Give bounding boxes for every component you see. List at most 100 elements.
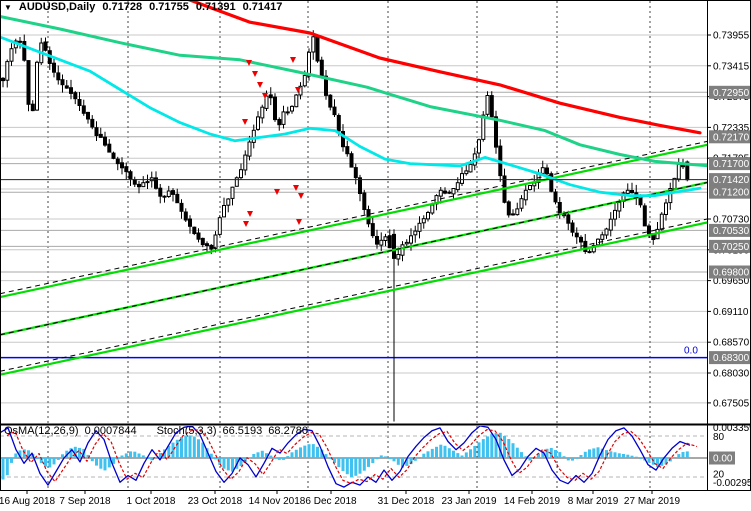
osma-bar xyxy=(605,450,608,458)
candle-body xyxy=(30,103,35,112)
osma-bar xyxy=(175,439,179,458)
osma-bar xyxy=(90,458,94,462)
osma-bar xyxy=(265,453,268,458)
candle-body xyxy=(574,232,579,238)
osma-bar xyxy=(405,458,409,466)
candle-body xyxy=(523,189,528,201)
candle-body xyxy=(379,239,384,246)
candle-body xyxy=(647,225,651,235)
osma-bar xyxy=(473,445,477,458)
osma-bar xyxy=(520,452,523,458)
osma-bar xyxy=(362,458,366,471)
osma-bar xyxy=(205,448,209,458)
candle-body xyxy=(120,162,124,169)
candle-body xyxy=(528,185,532,190)
osma-bar xyxy=(435,446,438,458)
candle-body xyxy=(604,228,609,236)
osma-bar xyxy=(337,458,341,468)
candle-body xyxy=(124,166,129,173)
osma-bar xyxy=(137,453,141,458)
osma-bar xyxy=(571,458,574,461)
osma-bar xyxy=(426,451,430,458)
osma-bar xyxy=(418,457,421,458)
pane-borders xyxy=(0,0,751,491)
osma-bar xyxy=(44,458,47,467)
osma-bar xyxy=(430,448,434,458)
candle-body xyxy=(94,127,99,136)
candle-body xyxy=(251,129,256,143)
osma-bar xyxy=(554,450,557,458)
osma-bar xyxy=(477,442,481,458)
osma-bar xyxy=(256,452,260,458)
candle-body xyxy=(668,188,673,204)
price-tick-label: 0.68570 xyxy=(713,338,750,349)
osma-bar xyxy=(311,444,315,458)
candle-body xyxy=(81,105,86,114)
candle-body xyxy=(196,232,201,240)
osma-zero-tag xyxy=(709,451,735,465)
candle-body xyxy=(90,118,95,128)
candle-body xyxy=(600,234,605,240)
candle-body xyxy=(447,191,452,194)
candle-body xyxy=(73,92,78,100)
candle-body xyxy=(566,214,571,224)
osma-bar xyxy=(222,458,226,469)
sell-arrow-icon xyxy=(243,221,249,227)
channel-upper-dashed xyxy=(0,140,707,295)
osma-bar xyxy=(324,454,328,458)
candle-body xyxy=(52,62,56,73)
candle-body xyxy=(115,158,120,165)
candle-body xyxy=(579,236,583,243)
osma-bar xyxy=(171,442,175,458)
price-level-tag xyxy=(709,173,751,187)
osma-bar xyxy=(328,458,332,459)
candle-body xyxy=(481,114,486,140)
stoch-main-value: 66.5193 xyxy=(222,425,263,437)
osma-bar xyxy=(456,453,460,458)
sell-arrow-icon xyxy=(290,57,296,63)
candle-body xyxy=(387,235,392,249)
osma-bar xyxy=(413,458,417,461)
osma-bar xyxy=(269,455,273,458)
osma-bar xyxy=(27,450,30,458)
candle-body xyxy=(370,223,375,237)
osma-bar xyxy=(214,458,217,460)
dropdown-arrow-icon[interactable]: ▼ xyxy=(4,2,12,12)
osma-bar xyxy=(303,445,307,458)
candle-body xyxy=(200,237,205,246)
osma-bar xyxy=(498,432,502,458)
signal-arrows xyxy=(242,57,304,227)
osma-bar xyxy=(575,457,579,459)
osma-bar xyxy=(664,458,668,465)
osma-bar xyxy=(141,455,145,458)
osma-bar xyxy=(490,433,494,458)
sell-arrow-icon xyxy=(257,82,263,88)
osma-bar xyxy=(150,458,154,461)
candle-body xyxy=(362,192,367,210)
osma-bar xyxy=(209,453,213,458)
candle-body xyxy=(341,131,345,148)
candle-body xyxy=(511,213,515,216)
osma-bar xyxy=(5,458,9,476)
right-price-axis[interactable]: 0.739550.734150.728750.723350.717950.707… xyxy=(707,31,751,410)
candle-body xyxy=(56,72,61,81)
osma-scale-min: -0.002951 xyxy=(713,478,751,489)
osma-bar xyxy=(656,458,659,467)
candlesticks xyxy=(1,30,690,422)
candle-body xyxy=(226,198,231,206)
osma-bar xyxy=(163,449,166,458)
candle-body xyxy=(243,154,248,171)
osma-bar xyxy=(248,457,251,459)
candle-body xyxy=(98,133,103,138)
osma-bar xyxy=(622,454,625,458)
osma-bar xyxy=(609,451,613,458)
candle-body xyxy=(681,164,685,168)
price-tick-label: 0.70730 xyxy=(713,215,750,226)
osma-bar xyxy=(99,458,103,469)
candle-body xyxy=(438,189,443,197)
candle-body xyxy=(396,254,401,260)
bottom-time-axis[interactable]: 16 Aug 2018 7 Sep 2018 1 Oct 2018 23 Oct 20… xyxy=(0,490,681,507)
osma-bar xyxy=(350,458,353,478)
